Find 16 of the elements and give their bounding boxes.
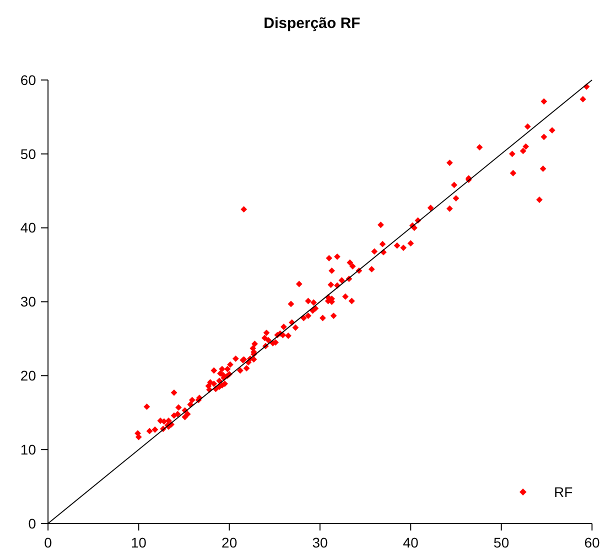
y-tick-label: 40 (20, 220, 36, 236)
chart-title: Disperção RF (264, 15, 360, 32)
x-tick-label: 40 (402, 534, 419, 550)
x-tick-label: 60 (584, 534, 600, 550)
y-tick-label: 50 (20, 146, 36, 162)
legend-label: RF (554, 484, 573, 500)
x-tick-label: 50 (494, 534, 510, 550)
x-tick-label: 20 (222, 534, 238, 550)
x-tick-label: 30 (312, 534, 328, 550)
y-tick-label: 10 (20, 441, 36, 458)
y-tick-label: 60 (20, 72, 36, 88)
y-tick-label: 20 (20, 368, 36, 384)
y-tick-label: 30 (20, 294, 36, 310)
x-tick-label: 0 (44, 534, 52, 550)
y-tick-label: 0 (28, 515, 36, 532)
x-tick-label: 10 (130, 534, 147, 550)
